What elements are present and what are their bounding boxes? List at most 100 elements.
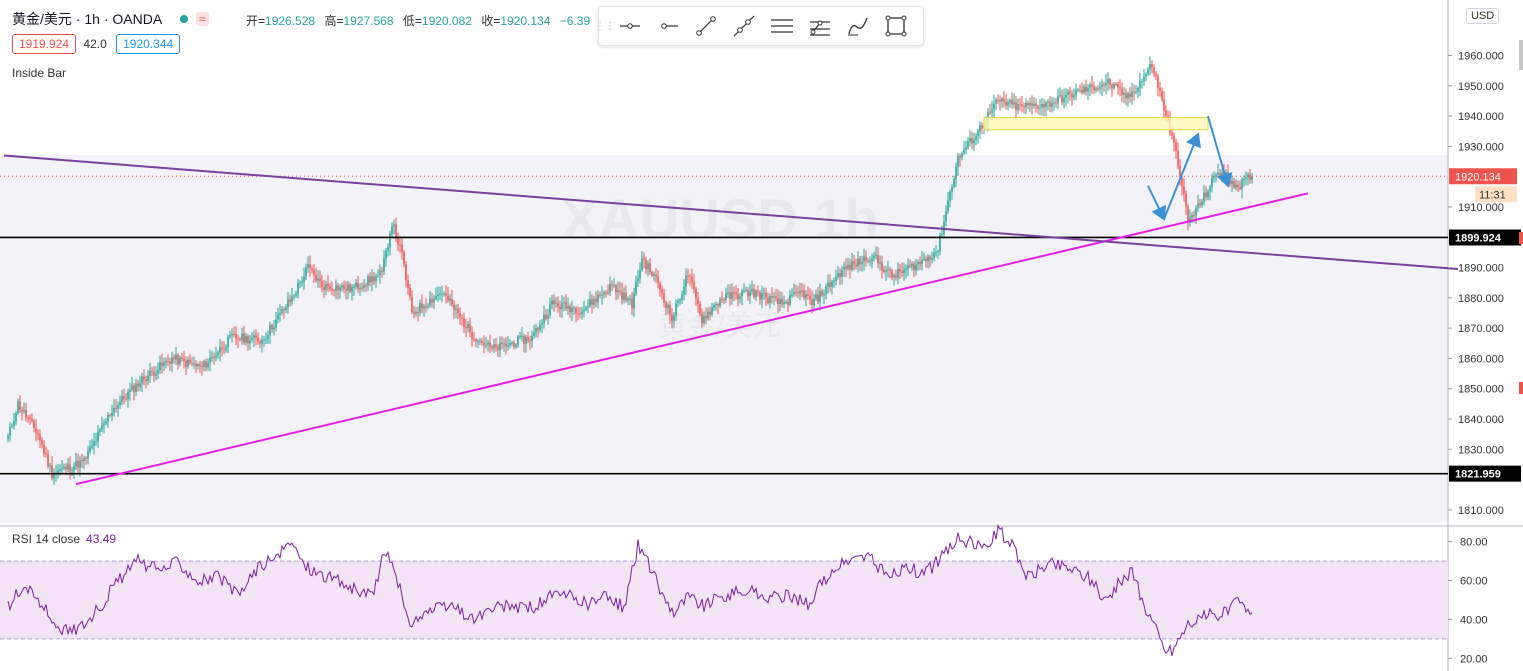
candle-body: [829, 282, 831, 287]
candle-body: [173, 357, 175, 360]
candle-body: [647, 263, 649, 270]
candle-body: [515, 345, 517, 348]
candle-body: [891, 270, 893, 278]
candle-body: [629, 298, 631, 300]
candle-body: [559, 306, 561, 310]
candle-body: [1155, 73, 1157, 77]
candle-body: [261, 340, 263, 344]
candle-body: [1083, 86, 1085, 93]
candle-body: [1017, 103, 1019, 110]
candle-body: [953, 178, 955, 187]
candle-body: [925, 258, 927, 262]
sell-button[interactable]: 1919.924: [12, 34, 77, 54]
rectangle-tool-icon[interactable]: [877, 7, 915, 45]
candle-body: [35, 427, 37, 434]
price-tick-label: 1940.000: [1458, 111, 1504, 123]
candle-body: [631, 298, 633, 309]
price-tick-label: 1960.000: [1458, 50, 1504, 62]
parallel-channel-tool-icon[interactable]: [763, 7, 801, 45]
candle-body: [203, 361, 205, 367]
candle-body: [271, 325, 273, 330]
candle-body: [417, 311, 419, 313]
candle-body: [933, 252, 935, 259]
candle-body: [505, 343, 507, 347]
candle-body: [827, 282, 829, 287]
candle-body: [313, 269, 315, 276]
symbol-name[interactable]: 黄金/美元: [12, 11, 72, 27]
candle-body: [337, 285, 339, 291]
candle-body: [955, 166, 957, 179]
candle-body: [487, 342, 489, 345]
candle-body: [231, 333, 233, 336]
candle-body: [499, 342, 501, 351]
drag-handle-icon[interactable]: ⋮⋮: [595, 20, 615, 32]
candle-body: [997, 99, 999, 101]
price-tick-label: 1930.000: [1458, 141, 1504, 153]
candle-body: [19, 401, 21, 410]
candle-body: [415, 311, 417, 314]
horizontal-ray-tool-icon[interactable]: [649, 7, 687, 45]
candle-body: [193, 363, 195, 365]
candle-body: [1199, 203, 1201, 206]
candle-body: [225, 347, 227, 350]
candle-body: [377, 274, 379, 276]
candle-body: [433, 298, 435, 303]
candle-body: [841, 269, 843, 277]
candle-body: [881, 262, 883, 270]
horizontal-line-tool-icon[interactable]: [611, 7, 649, 45]
candle-body: [263, 339, 265, 341]
candle-body: [523, 335, 525, 344]
candle-body: [581, 311, 583, 315]
candle-body: [797, 292, 799, 294]
candle-body: [345, 288, 347, 291]
candle-body: [375, 275, 377, 282]
candle-body: [413, 312, 415, 314]
candle-body: [1005, 101, 1007, 106]
drawing-toolbar: ⋮⋮: [595, 6, 924, 46]
candle-body: [311, 268, 313, 270]
brush-tool-icon[interactable]: [839, 7, 877, 45]
candle-body: [513, 342, 515, 348]
candle-body: [47, 453, 49, 466]
candle-body: [865, 256, 867, 261]
level-label: 1899.924: [1455, 232, 1502, 244]
candle-body: [777, 297, 779, 305]
candle-body: [1021, 104, 1023, 107]
trend-line-tool-icon[interactable]: [687, 7, 725, 45]
candle-body: [895, 275, 897, 278]
study-label[interactable]: Inside Bar: [12, 66, 67, 80]
extended-line-tool-icon[interactable]: [725, 7, 763, 45]
candle-body: [533, 332, 535, 336]
candle-body: [1207, 191, 1209, 198]
candle-body: [917, 261, 919, 265]
candle-body: [165, 360, 167, 363]
buy-button[interactable]: 1920.344: [116, 34, 181, 54]
candle-body: [1211, 177, 1213, 187]
candle-body: [23, 410, 25, 412]
interval-label[interactable]: 1h: [84, 11, 100, 27]
candle-body: [1111, 84, 1113, 89]
candle-body: [21, 409, 23, 412]
candle-body: [645, 259, 647, 270]
candle-body: [957, 155, 959, 167]
candle-body: [799, 290, 801, 294]
candle-body: [1125, 92, 1127, 99]
candle-body: [887, 269, 889, 271]
currency-label[interactable]: USD: [1466, 8, 1500, 24]
candle-body: [409, 287, 411, 297]
candle-body: [843, 266, 845, 270]
candle-body: [285, 307, 287, 311]
candle-body: [679, 299, 681, 302]
candle-body: [643, 258, 645, 260]
pitchfork-tool-icon[interactable]: [801, 7, 839, 45]
candle-body: [167, 360, 169, 362]
candles: [7, 56, 1253, 486]
candle-body: [211, 356, 213, 358]
candle-body: [361, 287, 363, 289]
candle-body: [217, 352, 219, 356]
rsi-legend[interactable]: RSI 14 close 43.49: [12, 532, 116, 546]
candle-body: [195, 363, 197, 367]
candle-body: [673, 315, 675, 321]
candle-body: [1131, 91, 1133, 98]
